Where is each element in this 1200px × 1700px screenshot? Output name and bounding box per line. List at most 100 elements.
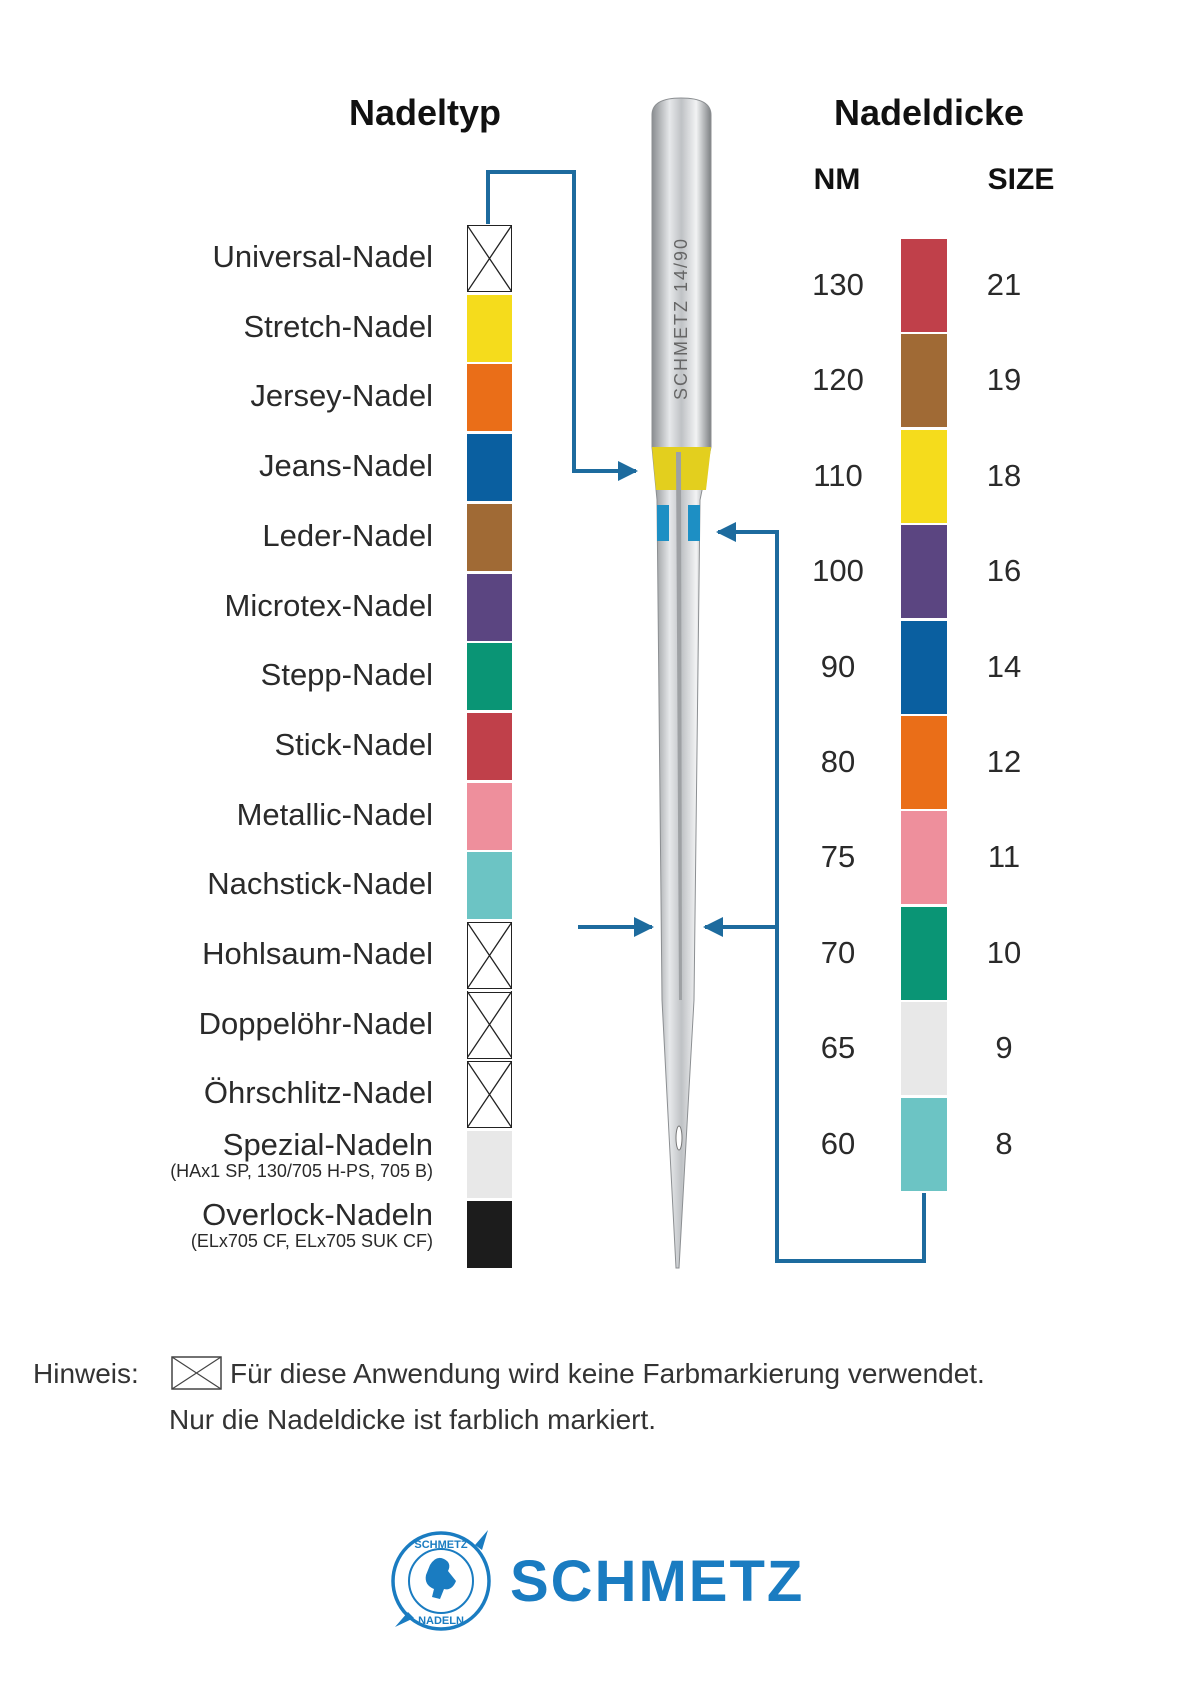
size-value: 9 bbox=[995, 1030, 1013, 1066]
needle-type-row: Jeans-Nadel bbox=[0, 434, 1200, 504]
needle-eye bbox=[675, 1125, 683, 1151]
needle-type-row: Universal-Nadel bbox=[0, 224, 1200, 295]
schmetz-seal-logo: SCHMETZ NADELN bbox=[391, 1530, 491, 1631]
size-value: 18 bbox=[986, 457, 1022, 493]
needle-type-row: Stretch-Nadel bbox=[0, 294, 1200, 365]
needle-size-band-right bbox=[688, 505, 700, 541]
needle-type-label: Öhrschlitz-Nadel bbox=[204, 1075, 433, 1111]
needle-size-title: Nadeldicke bbox=[833, 92, 1025, 133]
size-color-swatch bbox=[901, 620, 947, 714]
needle-type-name: Jeans-Nadel bbox=[258, 448, 433, 484]
no-color-swatch bbox=[466, 921, 512, 989]
nm-value: 90 bbox=[820, 648, 856, 684]
size-value: 10 bbox=[986, 934, 1022, 970]
color-swatch bbox=[467, 503, 512, 571]
nm-value: 100 bbox=[812, 553, 864, 589]
needle-type-label: Stretch-Nadel bbox=[243, 309, 433, 345]
needle-type-label: Jeans-Nadel bbox=[259, 448, 433, 484]
nm-value: 60 bbox=[820, 1125, 856, 1161]
hint-line-1: Für diese Anwendung wird keine Farbmarki… bbox=[230, 1358, 985, 1389]
size-value: 21 bbox=[986, 267, 1022, 302]
needle-type-name: Universal-Nadel bbox=[212, 239, 433, 274]
nm-header: NM bbox=[813, 163, 861, 196]
needle-type-label: Doppelöhr-Nadel bbox=[199, 1006, 433, 1042]
size-color-swatch bbox=[901, 716, 947, 809]
needle-type-row: Stick-Nadel bbox=[0, 712, 1200, 783]
nm-value: 130 bbox=[812, 267, 864, 302]
needle-type-row: Hohlsaum-Nadel bbox=[0, 921, 1200, 992]
size-color-swatch bbox=[901, 334, 947, 428]
needle-type-name: Microtex-Nadel bbox=[224, 587, 433, 623]
needle-size-band-left bbox=[657, 505, 669, 541]
size-value: 16 bbox=[986, 553, 1022, 589]
size-value: 12 bbox=[986, 744, 1022, 779]
color-swatch bbox=[467, 573, 512, 641]
color-swatch bbox=[467, 1200, 512, 1268]
size-color-swatch bbox=[901, 811, 947, 905]
needle-type-models: (ELx705 CF, ELx705 SUK CF) bbox=[190, 1230, 433, 1251]
no-color-swatch bbox=[466, 1060, 512, 1129]
color-swatch bbox=[467, 782, 512, 850]
needle-type-row: Nachstick-Nadel bbox=[0, 852, 1200, 922]
needle-type-name: Spezial-Nadeln bbox=[222, 1127, 433, 1163]
size-connector-arrow bbox=[716, 522, 926, 1263]
size-value: 19 bbox=[986, 362, 1022, 398]
needle-type-row: Doppelöhr-Nadel bbox=[0, 991, 1200, 1062]
size-value: 14 bbox=[986, 648, 1022, 684]
color-swatch bbox=[467, 294, 512, 362]
color-swatch bbox=[467, 434, 512, 502]
needle-type-row: Leder-Nadel bbox=[0, 503, 1200, 574]
size-value: 11 bbox=[987, 839, 1021, 875]
hint-label: Hinweis: bbox=[33, 1358, 139, 1389]
needle-type-row: Spezial-Nadeln (HAx1 SP, 130/705 H-PS, 70… bbox=[0, 1127, 1200, 1201]
color-swatch bbox=[467, 364, 512, 432]
size-header: SIZE bbox=[987, 163, 1055, 196]
needle-type-name: Stick-Nadel bbox=[274, 726, 434, 762]
needle-type-label: Nachstick-Nadel bbox=[207, 866, 433, 902]
needle-type-row: Metallic-Nadel bbox=[0, 782, 1200, 853]
nm-value: 80 bbox=[820, 744, 856, 779]
size-color-swatch bbox=[901, 525, 947, 619]
color-swatch bbox=[467, 712, 512, 780]
no-color-swatch bbox=[466, 991, 512, 1059]
schmetz-wordmark: SCHMETZ bbox=[510, 1549, 805, 1614]
needle-type-title: Nadeltyp bbox=[348, 92, 502, 133]
nm-value: 120 bbox=[812, 362, 864, 398]
needle-type-label: Metallic-Nadel bbox=[237, 797, 433, 833]
needle-type-name: Stepp-Nadel bbox=[260, 657, 433, 693]
color-swatch bbox=[467, 852, 512, 920]
needle-type-models: (HAx1 SP, 130/705 H-PS, 705 B) bbox=[170, 1161, 433, 1182]
needle-type-name: Stretch-Nadel bbox=[243, 308, 433, 344]
no-color-swatch bbox=[466, 224, 512, 292]
needle-type-name: Öhrschlitz-Nadel bbox=[203, 1075, 433, 1111]
nm-value: 110 bbox=[813, 457, 863, 493]
svg-text:SCHMETZ: SCHMETZ bbox=[414, 1539, 467, 1551]
nm-value: 65 bbox=[820, 1030, 856, 1066]
hint-no-color-icon bbox=[171, 1356, 222, 1390]
needle-type-row: Microtex-Nadel bbox=[0, 573, 1200, 644]
needle-type-name: Overlock-Nadeln bbox=[202, 1196, 433, 1232]
connectors bbox=[486, 170, 926, 1263]
hint-line-2: Nur die Nadeldicke ist farblich markiert… bbox=[169, 1404, 657, 1435]
nm-value: 70 bbox=[820, 934, 856, 970]
needle-type-label: Leder-Nadel bbox=[262, 518, 433, 554]
needle-type-label: Universal-Nadel bbox=[212, 239, 433, 275]
nm-value: 75 bbox=[820, 839, 856, 875]
color-swatch bbox=[467, 643, 512, 711]
needle-type-name: Nachstick-Nadel bbox=[207, 866, 433, 902]
needle-type-name: Hohlsaum-Nadel bbox=[202, 936, 433, 971]
needle-type-label: Hohlsaum-Nadel bbox=[202, 936, 433, 972]
needle-type-label: Spezial-Nadeln (HAx1 SP, 130/705 H-PS, 70… bbox=[170, 1127, 433, 1182]
needle-type-label: Overlock-Nadeln (ELx705 CF, ELx705 SUK CF… bbox=[191, 1197, 433, 1252]
needle-type-row: Jersey-Nadel bbox=[0, 364, 1200, 434]
size-color-swatch bbox=[901, 1097, 947, 1191]
needle-type-name: Leder-Nadel bbox=[262, 517, 433, 553]
color-swatch bbox=[467, 1131, 512, 1199]
needle-type-label: Stick-Nadel bbox=[275, 727, 434, 763]
size-color-swatch bbox=[901, 1002, 947, 1096]
needle-type-row: Overlock-Nadeln (ELx705 CF, ELx705 SUK CF… bbox=[0, 1197, 1200, 1271]
needle-type-name: Metallic-Nadel bbox=[236, 796, 433, 832]
type-connector-arrow bbox=[486, 170, 638, 481]
needle-type-row: Öhrschlitz-Nadel bbox=[0, 1060, 1200, 1131]
